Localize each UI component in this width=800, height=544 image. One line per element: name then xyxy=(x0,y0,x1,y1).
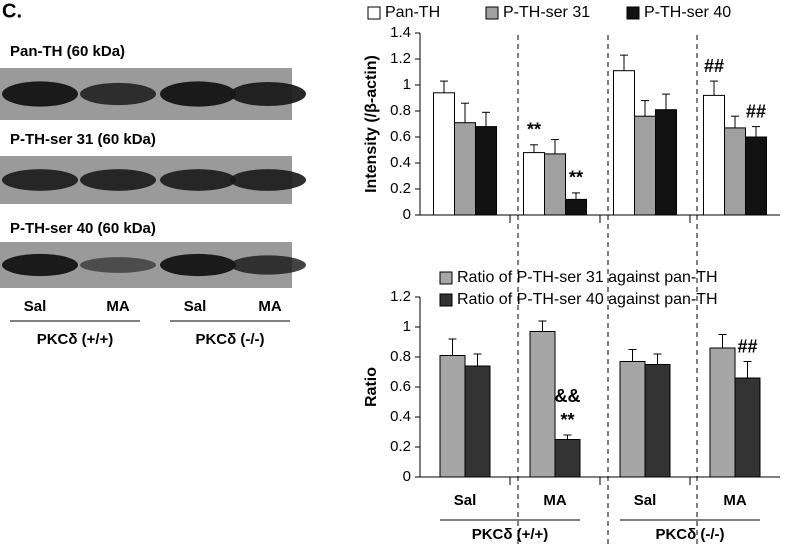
bar xyxy=(644,364,671,478)
bar xyxy=(634,115,656,216)
annotation: ** xyxy=(560,410,574,430)
legend-label: Ratio of P-TH-ser 31 against pan-TH xyxy=(457,269,718,286)
blot-label: P-TH-ser 31 (60 kDa) xyxy=(10,131,156,148)
y-tick-label: 0 xyxy=(403,206,411,223)
legend-swatch xyxy=(485,6,499,20)
blot-band xyxy=(230,169,306,191)
x-tick-label: Sal xyxy=(634,492,657,509)
y-axis-label: Intensity (/β-actin) xyxy=(363,55,380,193)
y-tick-label: 0.6 xyxy=(390,128,411,145)
x-tick-label: MA xyxy=(723,492,746,509)
legend-label: Pan-TH xyxy=(385,4,440,21)
bar xyxy=(613,70,635,216)
y-tick-label: 0.2 xyxy=(390,438,411,455)
group-label: PKCδ (-/-) xyxy=(655,526,724,543)
y-tick-label: 0.8 xyxy=(390,102,411,119)
y-tick-label: 0.4 xyxy=(390,408,411,425)
legend-swatch xyxy=(439,293,453,307)
y-tick-label: 0.4 xyxy=(390,154,411,171)
x-tick-label: MA xyxy=(543,492,566,509)
blot-band xyxy=(230,255,306,275)
blot-band xyxy=(2,253,78,277)
annotation: ** xyxy=(569,168,583,188)
blot-band xyxy=(80,82,156,106)
group-label: PKCδ (+/+) xyxy=(37,331,114,348)
blot-band xyxy=(80,257,156,273)
bar xyxy=(523,152,545,216)
blot-band xyxy=(230,81,306,107)
y-axis-label: Ratio xyxy=(363,367,380,407)
blot-band xyxy=(2,81,78,107)
bar xyxy=(565,198,587,216)
legend-swatch xyxy=(367,6,381,20)
annotation: ## xyxy=(737,336,757,356)
bar xyxy=(703,94,725,216)
bar xyxy=(544,153,566,216)
annotation: && xyxy=(555,386,581,406)
bar xyxy=(709,347,736,478)
bar xyxy=(619,361,646,478)
bar xyxy=(454,122,476,216)
legend-swatch xyxy=(439,271,453,285)
bar xyxy=(554,439,581,478)
annotation: ## xyxy=(746,101,766,121)
legend-label: P-TH-ser 31 xyxy=(503,4,590,21)
bar xyxy=(464,365,491,478)
bar xyxy=(734,377,761,478)
blot-label: P-TH-ser 40 (60 kDa) xyxy=(10,220,156,237)
blot-band xyxy=(160,253,236,277)
legend-label: Ratio of P-TH-ser 40 against pan-TH xyxy=(457,291,718,308)
annotation: ** xyxy=(527,120,541,140)
lane-label: Sal xyxy=(24,298,47,315)
y-tick-label: 0 xyxy=(403,468,411,485)
lane-label: MA xyxy=(106,298,129,315)
annotation: ## xyxy=(704,56,724,76)
blot-label: Pan-TH (60 kDa) xyxy=(10,43,125,60)
y-tick-label: 1.2 xyxy=(390,50,411,67)
panel-label: C. xyxy=(2,0,22,22)
group-label: PKCδ (+/+) xyxy=(472,526,549,543)
y-tick-label: 1 xyxy=(403,318,411,335)
bar xyxy=(433,92,455,216)
y-tick-label: 1 xyxy=(403,76,411,93)
bar xyxy=(439,355,466,478)
x-tick-label: Sal xyxy=(454,492,477,509)
lane-label: MA xyxy=(258,298,281,315)
y-tick-label: 1.4 xyxy=(390,24,411,41)
y-tick-label: 1.2 xyxy=(390,288,411,305)
bar xyxy=(475,126,497,216)
bar xyxy=(529,331,556,478)
separators xyxy=(517,35,698,544)
lane-label: Sal xyxy=(184,298,207,315)
bar xyxy=(655,109,677,216)
legend-label: P-TH-ser 40 xyxy=(644,4,731,21)
blot-band xyxy=(80,169,156,191)
blot-band xyxy=(160,169,236,191)
group-label: PKCδ (-/-) xyxy=(195,331,264,348)
blot-band xyxy=(2,169,78,191)
y-tick-label: 0.8 xyxy=(390,348,411,365)
bar xyxy=(724,127,746,216)
y-tick-label: 0.2 xyxy=(390,180,411,197)
bar xyxy=(745,136,767,216)
blot-band xyxy=(160,81,236,107)
legend-swatch xyxy=(626,6,640,20)
y-tick-label: 0.6 xyxy=(390,378,411,395)
